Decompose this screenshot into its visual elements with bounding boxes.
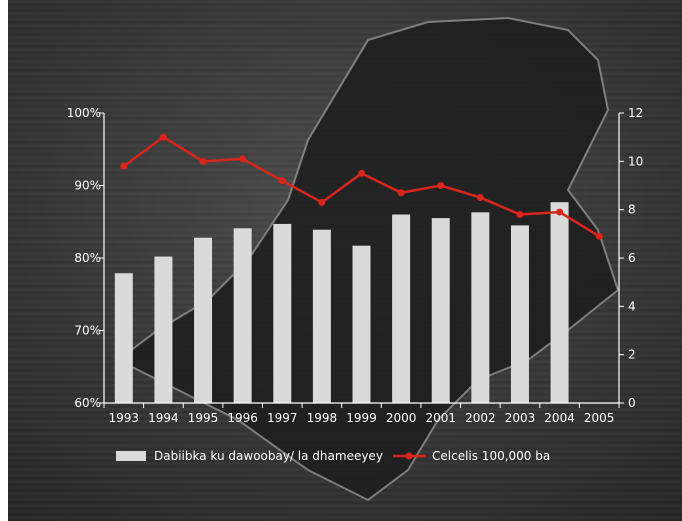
line-point-2001 xyxy=(437,182,445,189)
line-layer xyxy=(120,133,603,240)
y-right-tick-label: 8 xyxy=(628,203,636,217)
y-right-tick-label: 10 xyxy=(628,154,643,168)
y-left-tick-label: 90% xyxy=(74,179,101,193)
x-tick-label-2002: 2002 xyxy=(465,411,496,425)
line-point-2005 xyxy=(595,232,603,240)
x-tick-label-1995: 1995 xyxy=(188,411,219,425)
line-point-1993 xyxy=(120,162,128,170)
y-left-tick-label: 80% xyxy=(74,251,101,265)
line-point-1994 xyxy=(159,133,167,141)
y-left-tick-label: 60% xyxy=(74,396,101,410)
y-right-tick-label: 4 xyxy=(628,299,636,313)
bar-1999 xyxy=(352,245,371,403)
line-point-1995 xyxy=(199,157,207,165)
x-tick-label-1999: 1999 xyxy=(346,411,377,425)
y-right-tick-label: 6 xyxy=(628,251,636,265)
x-tick-label-2004: 2004 xyxy=(544,411,575,425)
x-tick-label-2000: 2000 xyxy=(386,411,417,425)
y-left-tick-label: 100% xyxy=(67,106,101,120)
x-tick-label-1994: 1994 xyxy=(148,411,179,425)
y-right-tick-label: 0 xyxy=(628,396,636,410)
line-point-2003 xyxy=(516,211,524,218)
bar-1994 xyxy=(154,256,173,403)
bar-2004 xyxy=(550,202,569,403)
chart-frame: 60% 70% 80% 90% 100% 0 2 4 6 8 10 12 1993 1994 1995 199… xyxy=(8,0,682,521)
bar-1997 xyxy=(273,223,292,403)
bars-layer xyxy=(114,202,569,403)
line-point-1996 xyxy=(239,155,247,163)
x-tick-label-1997: 1997 xyxy=(267,411,298,425)
x-tick-label-2005: 2005 xyxy=(584,411,615,425)
legend-label-line: Celcelis 100,000 ba xyxy=(432,449,550,463)
legend-swatch-bar xyxy=(116,451,146,461)
bar-2003 xyxy=(510,225,529,403)
line-point-2004 xyxy=(556,208,564,216)
bar-1998 xyxy=(312,229,331,403)
bar-2000 xyxy=(392,214,411,403)
line-point-1997 xyxy=(278,177,286,185)
legend-swatch-marker xyxy=(405,452,413,460)
axes-layer: 60% 70% 80% 90% 100% 0 2 4 6 8 10 12 1993 1994 1995 199… xyxy=(67,106,644,425)
line-point-2002 xyxy=(476,194,484,202)
x-tick-label-2001: 2001 xyxy=(425,411,456,425)
bar-1996 xyxy=(233,228,252,403)
legend-label-bar: Dabiibka ku dawoobay/ la dhameeyey xyxy=(154,449,383,463)
x-tick-label-1993: 1993 xyxy=(109,411,140,425)
bar-2001 xyxy=(431,218,450,403)
y-right-tick-label: 2 xyxy=(628,348,636,362)
x-tick-label-1998: 1998 xyxy=(307,411,338,425)
x-tick-label-1996: 1996 xyxy=(227,411,258,425)
line-point-1999 xyxy=(358,169,365,177)
bar-1993 xyxy=(114,273,133,403)
x-tick-label-2003: 2003 xyxy=(505,411,536,425)
line-point-1998 xyxy=(318,198,326,206)
chart: 60% 70% 80% 90% 100% 0 2 4 6 8 10 12 1993 1994 1995 199… xyxy=(8,0,682,521)
y-left-tick-label: 70% xyxy=(74,324,101,338)
bar-2002 xyxy=(471,212,490,403)
y-right-tick-label: 12 xyxy=(628,106,643,120)
legend: Dabiibka ku dawoobay/ la dhameeyey Celcel… xyxy=(116,449,550,463)
line-point-2000 xyxy=(397,189,405,197)
bar-1995 xyxy=(194,237,213,403)
